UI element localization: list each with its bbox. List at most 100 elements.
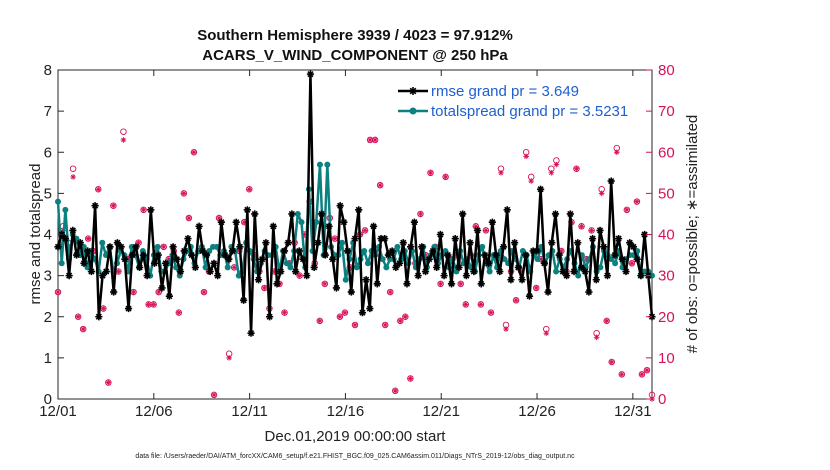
legend-spread-marker: [409, 107, 417, 115]
rmse-point: [444, 251, 452, 259]
y-tick-label-right: 70: [658, 103, 675, 120]
obs-assimilated-point: [271, 268, 278, 275]
rmse-point: [440, 272, 448, 280]
rmse-point: [317, 210, 326, 218]
rmse-point: [262, 239, 270, 247]
rmse-point: [295, 247, 303, 255]
rmse-point: [499, 243, 508, 251]
rmse-series: [54, 70, 656, 337]
totalspread-point: [342, 276, 349, 283]
obs-assimilated-point: [337, 313, 343, 320]
rmse-point: [447, 280, 456, 288]
chart-title-line1: Southern Hemisphere 3939 / 4023 = 97.912…: [197, 27, 513, 44]
rmse-point: [418, 243, 426, 251]
obs-assimilated-point: [588, 227, 595, 234]
x-tick-label: 12/26: [518, 403, 556, 420]
y-tick-label-left: 7: [44, 103, 52, 120]
rmse-point: [292, 267, 300, 276]
rmse-point: [158, 284, 166, 292]
obs-assimilated-point: [523, 153, 529, 160]
totalspread-point: [361, 247, 368, 254]
obs-assimilated-point: [191, 149, 197, 156]
rmse-point: [626, 239, 634, 247]
rmse-point: [195, 222, 203, 230]
obs-assimilated-point: [150, 301, 157, 308]
obs-assimilated-point: [498, 170, 504, 176]
rmse-point: [95, 313, 103, 321]
rmse-point: [106, 243, 114, 251]
data-file-footer: data file: /Users/raeder/DAI/ATM_forcXX/…: [135, 453, 575, 460]
totalspread-point: [479, 243, 486, 250]
rmse-point: [596, 226, 604, 234]
rmse-point: [585, 288, 593, 296]
rmse-point: [429, 247, 437, 255]
totalspread-point: [597, 264, 604, 271]
obs-possible-point: [69, 165, 77, 172]
obs-assimilated-point: [176, 309, 182, 316]
rmse-point: [451, 235, 459, 243]
rmse-point: [202, 251, 211, 259]
rmse-point: [633, 255, 641, 263]
rmse-point: [240, 296, 248, 304]
obs-assimilated-point: [165, 256, 172, 262]
obs-possible-point: [120, 128, 127, 135]
obs-assimilated-point: [533, 285, 540, 291]
totalspread-point: [55, 198, 61, 205]
rmse-point: [314, 239, 322, 247]
rmse-point: [488, 218, 496, 226]
rmse-point: [299, 255, 307, 263]
rmse-point: [188, 251, 196, 259]
rmse-point: [251, 210, 259, 218]
rmse-point: [466, 239, 474, 247]
y-tick-label-left: 3: [44, 268, 52, 285]
rmse-point: [388, 247, 396, 255]
totalspread-point: [287, 264, 294, 271]
totalspread-point: [128, 243, 135, 250]
rmse-point: [321, 251, 329, 259]
obs-assimilated-point: [367, 137, 373, 143]
obs-assimilated-point: [407, 375, 414, 382]
obs-assimilated-point: [488, 309, 494, 316]
obs-assimilated-point: [186, 215, 192, 221]
rmse-point: [640, 230, 649, 239]
rmse-point: [559, 267, 567, 276]
rmse-point: [384, 251, 393, 259]
rmse-point: [288, 210, 296, 218]
rmse-point: [54, 243, 62, 251]
totalspread-point: [283, 260, 290, 267]
rmse-point: [310, 263, 318, 271]
rmse-point: [128, 251, 136, 259]
rmse-point: [600, 243, 608, 251]
rmse-point: [284, 239, 292, 247]
obs-assimilated-point: [241, 219, 248, 225]
obs-assimilated-point: [462, 301, 469, 308]
rmse-point: [247, 329, 255, 337]
totalspread-point: [224, 264, 231, 271]
rmse-point: [477, 280, 485, 288]
y-tick-label-left: 5: [44, 185, 52, 202]
legend: rmse grand pr = 3.649 totalspread grand …: [398, 83, 628, 120]
rmse-point: [462, 272, 470, 280]
obs-assimilated-point: [296, 272, 303, 279]
rmse-point: [373, 280, 381, 288]
rmse-point: [566, 210, 574, 218]
totalspread-point: [99, 239, 106, 246]
obs-assimilated-point: [624, 207, 630, 213]
rmse-point: [243, 206, 251, 214]
rmse-point: [362, 276, 370, 284]
rmse-point: [225, 255, 233, 263]
x-tick-label: 12/16: [327, 403, 365, 420]
rmse-point: [425, 255, 433, 263]
obs-assimilated-point: [478, 301, 484, 308]
rmse-point: [91, 202, 99, 210]
rmse-point: [121, 255, 129, 263]
obs-assimilated-point: [201, 289, 207, 295]
rmse-point: [221, 251, 229, 259]
rmse-point: [637, 272, 645, 280]
obs-assimilated-point: [321, 281, 328, 287]
obs-assimilated-point: [644, 367, 650, 374]
rmse-point: [343, 247, 352, 255]
obs-assimilated-point: [120, 137, 127, 143]
obs-assimilated-point: [442, 174, 449, 180]
obs-assimilated-point: [216, 215, 222, 221]
